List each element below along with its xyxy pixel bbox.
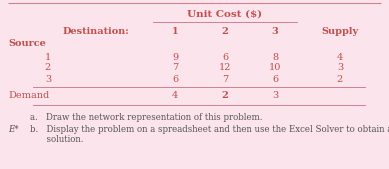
- Text: Demand: Demand: [8, 91, 49, 101]
- Text: 8: 8: [272, 53, 278, 62]
- Text: 3: 3: [272, 91, 278, 101]
- Text: 9: 9: [172, 53, 178, 62]
- Text: Unit Cost ($): Unit Cost ($): [187, 9, 263, 18]
- Text: 3: 3: [272, 28, 279, 37]
- Text: Source: Source: [8, 40, 46, 49]
- Text: a.   Draw the network representation of this problem.: a. Draw the network representation of th…: [30, 113, 263, 122]
- Text: 7: 7: [172, 64, 178, 73]
- Text: 1: 1: [45, 53, 51, 62]
- Text: 1: 1: [172, 28, 178, 37]
- Text: 4: 4: [337, 53, 343, 62]
- Text: 6: 6: [272, 75, 278, 83]
- Text: E*: E*: [8, 125, 19, 134]
- Text: 2: 2: [45, 64, 51, 73]
- Text: b.   Display the problem on a spreadsheet and then use the Excel Solver to obtai: b. Display the problem on a spreadsheet …: [30, 125, 389, 134]
- Text: 4: 4: [172, 91, 178, 101]
- Text: 2: 2: [222, 28, 228, 37]
- Text: 6: 6: [222, 53, 228, 62]
- Text: solution.: solution.: [30, 136, 84, 144]
- Text: 2: 2: [222, 91, 228, 101]
- Text: 3: 3: [45, 75, 51, 83]
- Text: 6: 6: [172, 75, 178, 83]
- Text: 3: 3: [337, 64, 343, 73]
- Text: 12: 12: [219, 64, 231, 73]
- Text: Destination:: Destination:: [63, 28, 130, 37]
- Text: 10: 10: [269, 64, 281, 73]
- Text: 2: 2: [337, 75, 343, 83]
- Text: Supply: Supply: [321, 28, 359, 37]
- Text: 7: 7: [222, 75, 228, 83]
